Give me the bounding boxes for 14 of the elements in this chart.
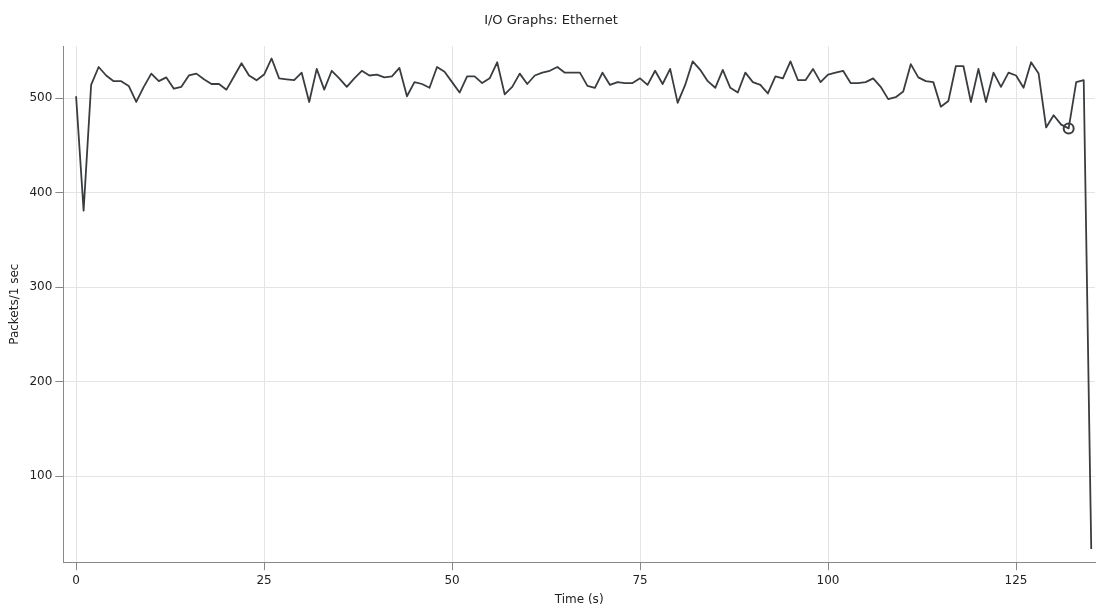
x-tick-label: 50 [444, 572, 460, 587]
x-tick-label: 125 [1004, 572, 1028, 587]
x-tick-label: 0 [72, 572, 80, 587]
x-axis-title: Time (s) [553, 591, 604, 606]
chart-title: I/O Graphs: Ethernet [483, 12, 619, 27]
y-tick-label: 400 [29, 184, 53, 199]
y-tick-label: 200 [29, 373, 53, 388]
x-tick-label: 25 [256, 572, 272, 587]
y-axis-title: Packets/1 sec [7, 263, 22, 345]
y-tick-label: 500 [29, 90, 53, 105]
y-tick-label: 300 [29, 279, 53, 294]
y-tick-label: 100 [29, 468, 53, 483]
x-tick-label: 100 [816, 572, 840, 587]
x-tick-label: 75 [632, 572, 648, 587]
